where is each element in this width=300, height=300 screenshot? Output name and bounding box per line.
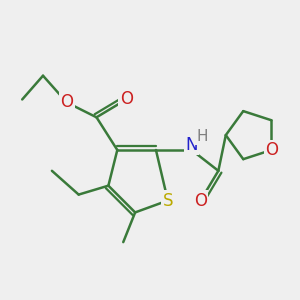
Text: O: O: [265, 141, 278, 159]
Text: N: N: [185, 136, 198, 154]
Text: O: O: [194, 191, 207, 209]
Text: H: H: [196, 129, 208, 144]
Text: S: S: [163, 191, 173, 209]
Text: O: O: [120, 91, 133, 109]
Text: O: O: [60, 93, 73, 111]
